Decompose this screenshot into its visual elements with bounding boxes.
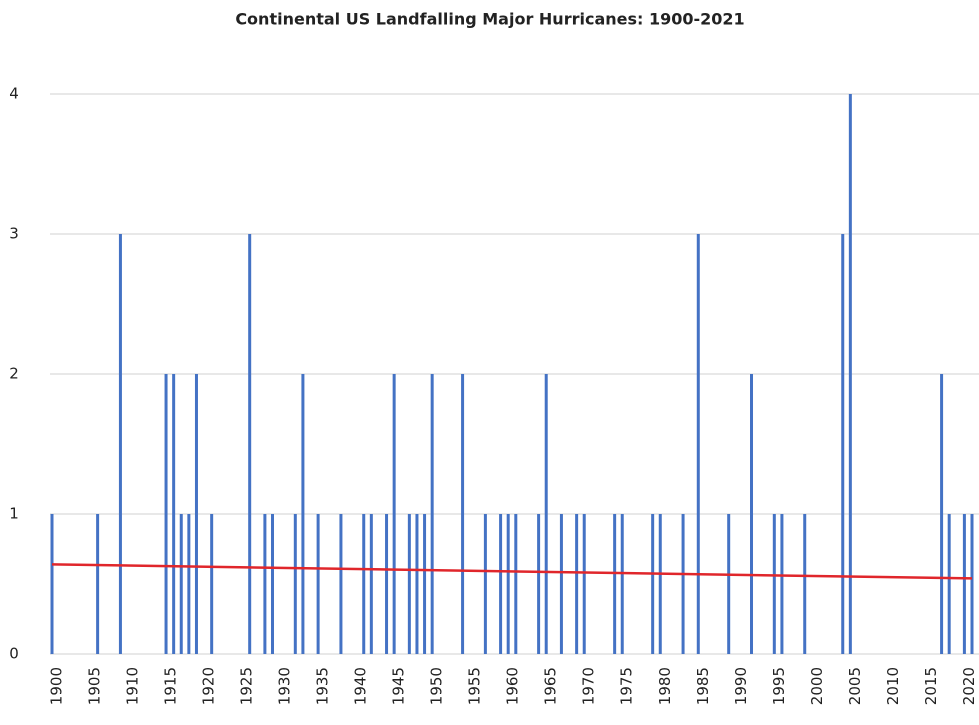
bar	[210, 514, 214, 654]
x-tick-label: 1940	[352, 667, 370, 705]
bar	[681, 514, 685, 654]
bar	[940, 374, 944, 654]
bar	[962, 514, 966, 654]
y-tick-label: 0	[9, 645, 19, 663]
y-tick-label: 4	[9, 85, 19, 103]
bar	[385, 514, 389, 654]
bar	[803, 514, 807, 654]
bar	[506, 514, 510, 654]
x-tick-label: 1955	[466, 667, 484, 705]
bar	[461, 374, 465, 654]
x-tick-label: 1915	[162, 667, 180, 705]
x-tick-label: 1995	[770, 667, 788, 705]
bar	[620, 514, 624, 654]
x-tick-label: 2010	[884, 667, 902, 705]
bar	[50, 514, 54, 654]
chart-title: Continental US Landfalling Major Hurrica…	[235, 10, 744, 29]
x-tick-label: 1920	[200, 667, 218, 705]
bar	[164, 374, 168, 654]
y-tick-label: 3	[9, 225, 19, 243]
bar	[187, 514, 191, 654]
bar	[362, 514, 366, 654]
bar	[430, 374, 434, 654]
bar	[970, 514, 974, 654]
bar	[415, 514, 419, 654]
bar	[772, 514, 776, 654]
bar	[651, 514, 655, 654]
bar	[537, 514, 541, 654]
bar	[483, 514, 487, 654]
bar	[172, 374, 176, 654]
bar	[293, 514, 297, 654]
bar	[514, 514, 518, 654]
x-tick-label: 1950	[428, 667, 446, 705]
bar	[369, 514, 373, 654]
bar	[248, 234, 252, 654]
bar	[696, 234, 700, 654]
bar	[179, 514, 183, 654]
bar	[780, 514, 784, 654]
x-tick-label: 1945	[390, 667, 408, 705]
y-tick-label: 1	[9, 505, 19, 523]
x-tick-label: 1990	[732, 667, 750, 705]
x-tick-label: 1930	[276, 667, 294, 705]
bar	[947, 514, 951, 654]
x-tick-label: 1970	[580, 667, 598, 705]
bar	[392, 374, 396, 654]
bar	[848, 94, 852, 654]
bar	[301, 374, 305, 654]
bar	[559, 514, 563, 654]
bar	[423, 514, 427, 654]
bar	[544, 374, 548, 654]
bar	[658, 514, 662, 654]
y-tick-label: 2	[9, 365, 19, 383]
x-tick-label: 1910	[124, 667, 142, 705]
bar	[118, 234, 122, 654]
bar	[750, 374, 754, 654]
bar	[613, 514, 617, 654]
x-tick-label: 1975	[618, 667, 636, 705]
bar	[263, 514, 267, 654]
x-tick-label: 1960	[504, 667, 522, 705]
bar	[575, 514, 579, 654]
x-tick-label: 1925	[238, 667, 256, 705]
bar	[194, 374, 198, 654]
x-tick-label: 1935	[314, 667, 332, 705]
x-tick-label: 1905	[86, 667, 104, 705]
bar	[727, 514, 731, 654]
x-tick-label: 2015	[922, 667, 940, 705]
bar	[499, 514, 503, 654]
x-tick-label: 1980	[656, 667, 674, 705]
bar	[582, 514, 586, 654]
x-tick-label: 1965	[542, 667, 560, 705]
bar	[841, 234, 845, 654]
x-tick-label: 2000	[808, 667, 826, 705]
bar	[316, 514, 320, 654]
trend-line	[51, 563, 973, 580]
bar	[339, 514, 343, 654]
x-tick-label: 1985	[694, 667, 712, 705]
x-tick-label: 1900	[48, 667, 66, 705]
bar	[270, 514, 274, 654]
x-tick-label: 2005	[846, 667, 864, 705]
x-tick-label: 2020	[960, 667, 978, 705]
bar	[407, 514, 411, 654]
bar	[96, 514, 100, 654]
